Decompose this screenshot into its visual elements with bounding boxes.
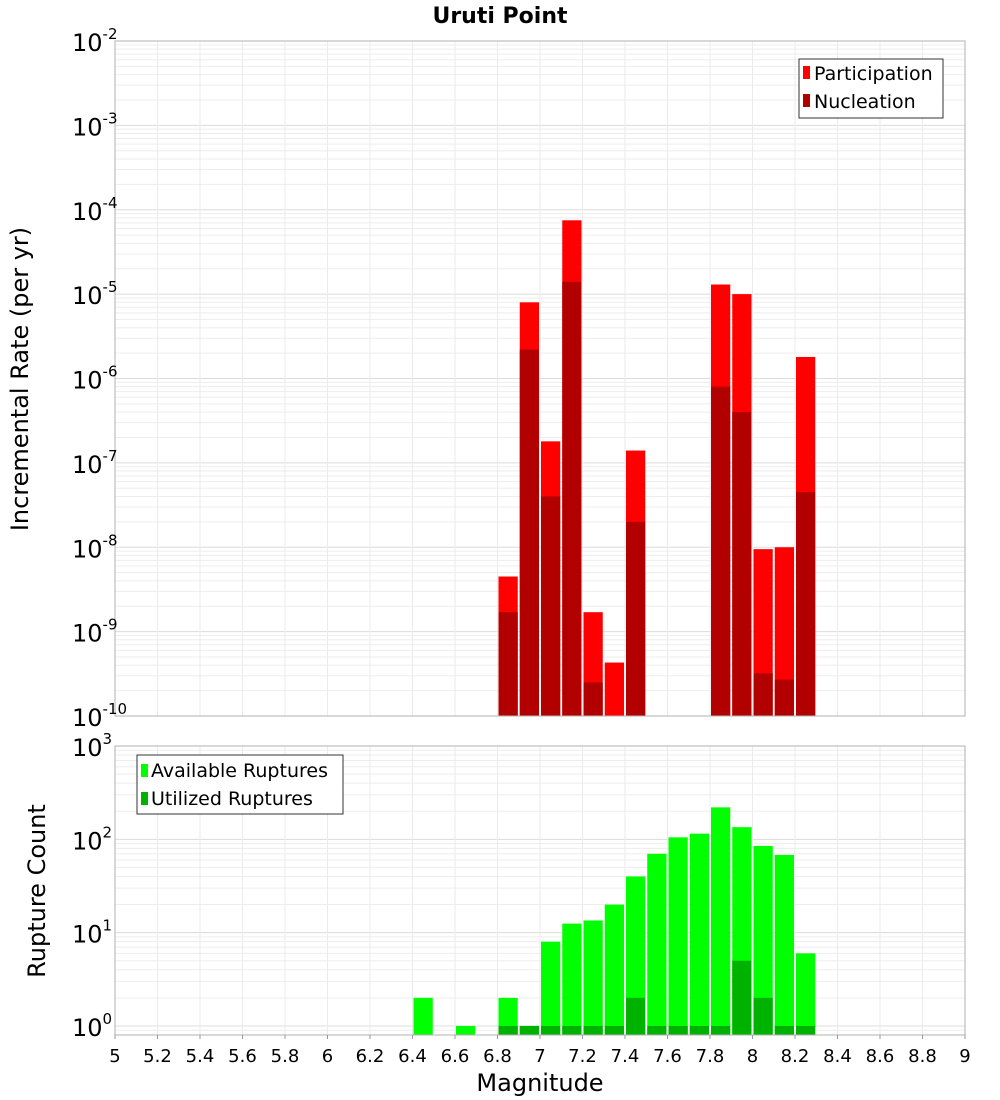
nucleation-legend-label: Nucleation [814, 91, 916, 113]
nucleation-legend-swatch [803, 94, 810, 107]
count-bars [413, 807, 816, 1035]
nucleation-bar [541, 496, 561, 716]
utilized-ruptures-bar [498, 1025, 518, 1035]
utilized-ruptures-bar [626, 997, 646, 1035]
count-legend-box [136, 754, 344, 815]
x-tick-label: 8 [747, 1046, 758, 1067]
utilized-ruptures-bar [604, 1025, 624, 1035]
x-tick-label: 8.8 [908, 1046, 937, 1067]
utilized-ruptures-bar [541, 1025, 561, 1035]
x-tick-labels: 5 5.2 5.4 5.6 5.8 6 6.2 6.4 6.6 6.8 7 7.2 7.4 7.6 7.8 8… [109, 1035, 971, 1067]
utilized-ruptures-bar [732, 960, 752, 1035]
rate-gridlines [114, 41, 966, 717]
available-ruptures-bar [711, 807, 731, 1035]
participation-legend-label: Participation [814, 63, 933, 85]
available-legend-swatch [141, 764, 148, 777]
x-tick-label: 8.6 [866, 1046, 895, 1067]
x-axis-label: Magnitude [476, 1069, 603, 1097]
available-ruptures-bar [647, 853, 667, 1035]
available-ruptures-bar [604, 904, 624, 1035]
available-ruptures-bar [774, 854, 794, 1035]
available-ruptures-bar [456, 1025, 476, 1035]
rate-y-tick-label: 10-2 [72, 25, 118, 57]
rate-legend: Participation Nucleation [798, 58, 944, 119]
count-y-axis-label: Rupture Count [23, 804, 51, 978]
utilized-ruptures-bar [689, 1025, 709, 1035]
x-tick-label: 5 [109, 1046, 120, 1067]
available-ruptures-bar [562, 923, 582, 1035]
x-tick-label: 7.2 [568, 1046, 597, 1067]
nucleation-bar [774, 679, 794, 716]
utilized-ruptures-bar [647, 1025, 667, 1035]
rate-plot-frame [114, 40, 966, 717]
rate-y-tick-labels: 10-210-310-410-510-610-710-810-910-10 [72, 25, 127, 732]
x-tick-label: 6.2 [356, 1046, 385, 1067]
x-tick-label: 5.2 [143, 1046, 172, 1067]
nucleation-bar [796, 492, 816, 716]
x-tick-label: 7.4 [611, 1046, 640, 1067]
nucleation-bar [562, 281, 582, 716]
nucleation-bar [711, 386, 731, 716]
x-tick-label: 5.6 [228, 1046, 257, 1067]
nucleation-bar [753, 673, 773, 716]
x-tick-label: 6.8 [483, 1046, 512, 1067]
nucleation-bar [498, 612, 518, 716]
utilized-ruptures-bar [519, 1025, 539, 1035]
participation-legend-swatch [803, 66, 810, 79]
utilized-ruptures-bar [796, 1025, 816, 1035]
available-ruptures-bar [689, 833, 709, 1035]
available-ruptures-bar [583, 920, 603, 1035]
x-tick-label: 9 [959, 1046, 970, 1067]
x-tick-label: 7.6 [653, 1046, 682, 1067]
chart-title: Uruti Point [432, 4, 568, 29]
utilized-ruptures-bar [562, 1025, 582, 1035]
available-ruptures-bar [498, 997, 518, 1035]
x-tick-label: 5.8 [271, 1046, 300, 1067]
x-tick-label: 6.4 [398, 1046, 427, 1067]
x-tick-label: 6.6 [441, 1046, 470, 1067]
available-ruptures-bar [753, 845, 773, 1035]
x-tick-label: 7 [534, 1046, 545, 1067]
nucleation-bar [519, 349, 539, 716]
available-ruptures-bar [668, 837, 688, 1035]
x-tick-label: 7.8 [696, 1046, 725, 1067]
rate-panel: 10-210-310-410-510-610-710-810-910-10 Ur… [6, 4, 966, 732]
utilized-ruptures-bar [711, 1025, 731, 1035]
count-legend: Available Ruptures Utilized Ruptures [136, 754, 344, 815]
available-ruptures-bar [541, 941, 561, 1035]
rate-legend-box [798, 58, 944, 119]
utilized-ruptures-bar [583, 1025, 603, 1035]
utilized-legend-label: Utilized Ruptures [151, 788, 313, 810]
nucleation-bar [626, 521, 646, 716]
nucleation-bar [583, 682, 603, 716]
rate-y-tick-label: 10-5 [72, 278, 118, 310]
rate-bars [498, 220, 816, 717]
x-tick-label: 5.4 [186, 1046, 215, 1067]
rate-y-axis-label: Incremental Rate (per yr) [6, 227, 34, 531]
x-tick-label: 6 [322, 1046, 333, 1067]
utilized-ruptures-bar [668, 1025, 688, 1035]
participation-bar [604, 662, 624, 716]
utilized-ruptures-bar [774, 1025, 794, 1035]
nucleation-bar [732, 412, 752, 716]
available-legend-label: Available Ruptures [151, 760, 328, 782]
available-ruptures-bar [626, 876, 646, 1035]
available-ruptures-bar [413, 997, 433, 1035]
x-tick-label: 8.2 [781, 1046, 810, 1067]
utilized-legend-swatch [141, 792, 148, 805]
available-ruptures-bar [796, 953, 816, 1035]
utilized-ruptures-bar [753, 997, 773, 1035]
x-tick-label: 8.4 [823, 1046, 852, 1067]
participation-bar [774, 547, 794, 716]
